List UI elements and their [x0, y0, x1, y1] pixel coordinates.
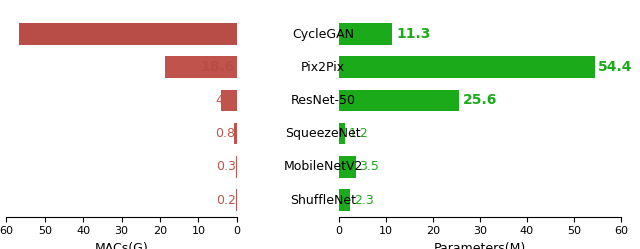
Text: ShuffleNet: ShuffleNet — [290, 193, 356, 206]
X-axis label: Parameters(M): Parameters(M) — [434, 242, 526, 249]
Text: MobileNetV2: MobileNetV2 — [284, 160, 363, 173]
Text: SqueezeNet: SqueezeNet — [285, 127, 361, 140]
Bar — [339, 57, 595, 78]
Bar — [339, 23, 392, 45]
Text: 0.8: 0.8 — [216, 127, 236, 140]
Text: 2.3: 2.3 — [354, 193, 374, 206]
Text: CycleGAN: CycleGAN — [292, 28, 354, 41]
Bar — [19, 23, 237, 45]
Text: 1.2: 1.2 — [349, 127, 369, 140]
Bar — [234, 123, 237, 144]
Text: 0.3: 0.3 — [216, 160, 236, 173]
Text: 3.5: 3.5 — [360, 160, 380, 173]
Text: ResNet-50: ResNet-50 — [291, 94, 356, 107]
Text: 0.2: 0.2 — [216, 193, 236, 206]
Text: 25.6: 25.6 — [463, 93, 497, 107]
Bar — [339, 123, 345, 144]
Text: 18.6: 18.6 — [200, 60, 235, 74]
Bar — [236, 189, 237, 211]
Bar — [221, 90, 237, 111]
Bar — [165, 57, 237, 78]
X-axis label: MACs(G): MACs(G) — [95, 242, 148, 249]
Bar — [339, 189, 350, 211]
Text: 54.4: 54.4 — [598, 60, 633, 74]
Bar — [236, 156, 237, 178]
Bar — [339, 90, 460, 111]
Text: 4.1: 4.1 — [216, 94, 236, 107]
Text: 11.3: 11.3 — [396, 27, 430, 41]
Bar — [339, 156, 356, 178]
Text: Pix2Pix: Pix2Pix — [301, 61, 345, 74]
Text: 56.8: 56.8 — [199, 27, 234, 41]
